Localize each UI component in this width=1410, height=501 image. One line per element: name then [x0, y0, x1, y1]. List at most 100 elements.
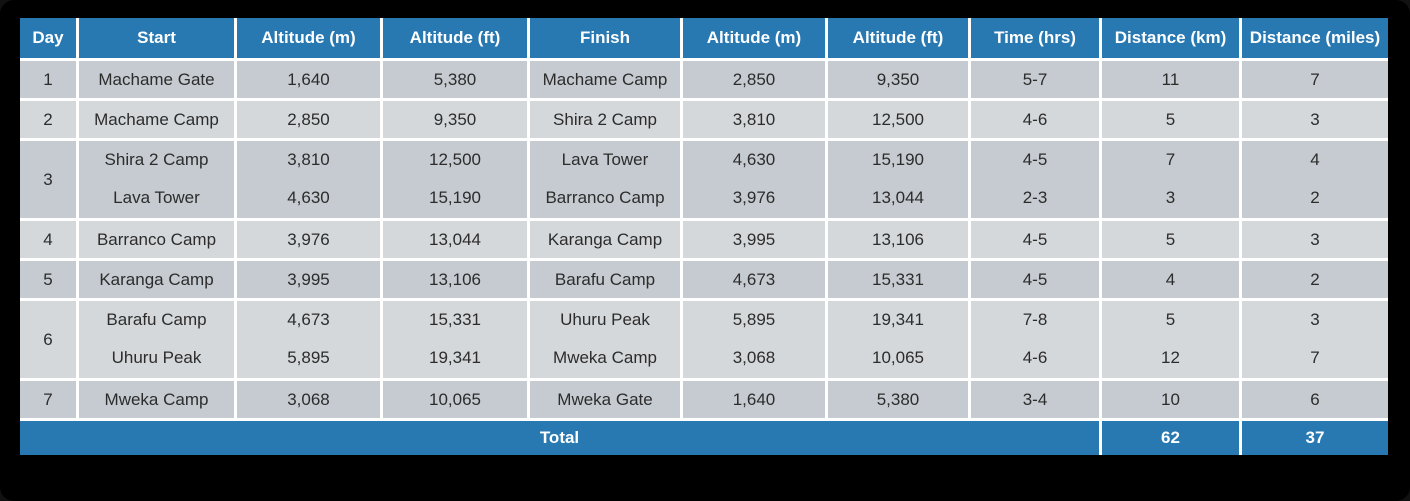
cell-time-hrs: 4-5 — [971, 218, 1102, 258]
cell-start-altitude-m: 4,630 — [237, 178, 383, 218]
cell-start-altitude-m: 3,068 — [237, 378, 383, 418]
cell-start-altitude-ft: 9,350 — [383, 98, 530, 138]
total-row: Total 62 37 — [20, 418, 1388, 455]
table-row-day-4: 4 Barranco Camp 3,976 13,044 Karanga Cam… — [20, 218, 1388, 258]
column-header-distance-km: Distance (km) — [1102, 18, 1242, 58]
cell-finish: Uhuru Peak — [530, 298, 683, 338]
table-row-day-1: 1 Machame Gate 1,640 5,380 Machame Camp … — [20, 58, 1388, 98]
cell-start-altitude-ft: 5,380 — [383, 58, 530, 98]
total-distance-km: 62 — [1102, 418, 1242, 455]
cell-finish-altitude-m: 5,895 — [683, 298, 828, 338]
cell-day: 5 — [20, 258, 79, 298]
column-header-finish-altitude-ft: Altitude (ft) — [828, 18, 971, 58]
table-row-day-5: 5 Karanga Camp 3,995 13,106 Barafu Camp … — [20, 258, 1388, 298]
cell-distance-miles: 3 — [1242, 298, 1388, 338]
cell-finish-altitude-m: 3,810 — [683, 98, 828, 138]
cell-start-altitude-m: 3,810 — [237, 138, 383, 178]
cell-finish-altitude-ft: 12,500 — [828, 98, 971, 138]
cell-distance-km: 5 — [1102, 98, 1242, 138]
column-header-finish-altitude-m: Altitude (m) — [683, 18, 828, 58]
column-header-start-altitude-m: Altitude (m) — [237, 18, 383, 58]
cell-start-altitude-ft: 19,341 — [383, 338, 530, 378]
cell-distance-km: 5 — [1102, 218, 1242, 258]
table-row-day-7: 7 Mweka Camp 3,068 10,065 Mweka Gate 1,6… — [20, 378, 1388, 418]
cell-distance-km: 12 — [1102, 338, 1242, 378]
cell-distance-miles: 7 — [1242, 58, 1388, 98]
cell-finish-altitude-m: 3,068 — [683, 338, 828, 378]
cell-start: Machame Camp — [79, 98, 237, 138]
cell-finish-altitude-ft: 15,190 — [828, 138, 971, 178]
cell-start-altitude-m: 3,976 — [237, 218, 383, 258]
cell-day: 3 — [20, 138, 79, 218]
cell-distance-km: 11 — [1102, 58, 1242, 98]
cell-day: 1 — [20, 58, 79, 98]
cell-finish-altitude-m: 2,850 — [683, 58, 828, 98]
cell-distance-miles: 6 — [1242, 378, 1388, 418]
column-header-start: Start — [79, 18, 237, 58]
itinerary-table: Day Start Altitude (m) Altitude (ft) Fin… — [20, 18, 1388, 455]
cell-time-hrs: 4-6 — [971, 98, 1102, 138]
cell-distance-miles: 3 — [1242, 218, 1388, 258]
header-row: Day Start Altitude (m) Altitude (ft) Fin… — [20, 18, 1388, 58]
cell-finish-altitude-ft: 13,044 — [828, 178, 971, 218]
cell-finish: Barranco Camp — [530, 178, 683, 218]
cell-time-hrs: 7-8 — [971, 298, 1102, 338]
cell-time-hrs: 3-4 — [971, 378, 1102, 418]
table-footer: Total 62 37 — [20, 418, 1388, 455]
table-row-day-2: 2 Machame Camp 2,850 9,350 Shira 2 Camp … — [20, 98, 1388, 138]
cell-day: 6 — [20, 298, 79, 378]
cell-finish: Shira 2 Camp — [530, 98, 683, 138]
cell-distance-km: 10 — [1102, 378, 1242, 418]
cell-start: Lava Tower — [79, 178, 237, 218]
column-header-start-altitude-ft: Altitude (ft) — [383, 18, 530, 58]
cell-distance-km: 7 — [1102, 138, 1242, 178]
cell-day: 4 — [20, 218, 79, 258]
cell-finish-altitude-m: 4,630 — [683, 138, 828, 178]
cell-distance-miles: 7 — [1242, 338, 1388, 378]
total-distance-miles: 37 — [1242, 418, 1388, 455]
cell-time-hrs: 4-6 — [971, 338, 1102, 378]
cell-finish: Karanga Camp — [530, 218, 683, 258]
cell-start: Barranco Camp — [79, 218, 237, 258]
cell-distance-miles: 2 — [1242, 178, 1388, 218]
cell-finish-altitude-m: 3,976 — [683, 178, 828, 218]
cell-start: Mweka Camp — [79, 378, 237, 418]
cell-start: Karanga Camp — [79, 258, 237, 298]
cell-start-altitude-m: 4,673 — [237, 298, 383, 338]
cell-day: 7 — [20, 378, 79, 418]
cell-start-altitude-ft: 15,331 — [383, 298, 530, 338]
cell-start-altitude-m: 1,640 — [237, 58, 383, 98]
cell-finish-altitude-ft: 9,350 — [828, 58, 971, 98]
cell-day: 2 — [20, 98, 79, 138]
column-header-finish: Finish — [530, 18, 683, 58]
cell-time-hrs: 5-7 — [971, 58, 1102, 98]
cell-distance-miles: 3 — [1242, 98, 1388, 138]
cell-finish-altitude-m: 4,673 — [683, 258, 828, 298]
cell-start-altitude-m: 2,850 — [237, 98, 383, 138]
cell-start: Uhuru Peak — [79, 338, 237, 378]
cell-finish-altitude-ft: 10,065 — [828, 338, 971, 378]
cell-distance-km: 4 — [1102, 258, 1242, 298]
cell-finish-altitude-ft: 15,331 — [828, 258, 971, 298]
table-row-day-6-leg-1: 6 Barafu Camp 4,673 15,331 Uhuru Peak 5,… — [20, 298, 1388, 378]
cell-start-altitude-ft: 15,190 — [383, 178, 530, 218]
cell-distance-miles: 2 — [1242, 258, 1388, 298]
cell-distance-miles: 4 — [1242, 138, 1388, 178]
cell-finish-altitude-ft: 5,380 — [828, 378, 971, 418]
cell-distance-km: 3 — [1102, 178, 1242, 218]
column-header-time-hrs: Time (hrs) — [971, 18, 1102, 58]
cell-start-altitude-ft: 10,065 — [383, 378, 530, 418]
cell-time-hrs: 2-3 — [971, 178, 1102, 218]
cell-finish-altitude-ft: 13,106 — [828, 218, 971, 258]
cell-time-hrs: 4-5 — [971, 138, 1102, 178]
cell-distance-km: 5 — [1102, 298, 1242, 338]
table-row-day-6-leg-2: Uhuru Peak 5,895 19,341 Mweka Camp 3,068… — [20, 338, 1388, 378]
cell-start-altitude-ft: 13,106 — [383, 258, 530, 298]
column-header-distance-miles: Distance (miles) — [1242, 18, 1388, 58]
table-row-day-3-leg-2: Lava Tower 4,630 15,190 Barranco Camp 3,… — [20, 178, 1388, 218]
table-row-day-3-leg-1: 3 Shira 2 Camp 3,810 12,500 Lava Tower 4… — [20, 138, 1388, 218]
cell-start-altitude-m: 3,995 — [237, 258, 383, 298]
cell-start: Barafu Camp — [79, 298, 237, 338]
column-header-day: Day — [20, 18, 79, 58]
